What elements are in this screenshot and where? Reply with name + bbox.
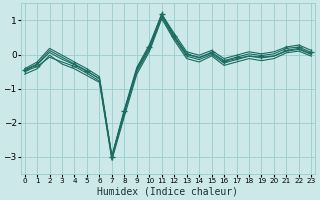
X-axis label: Humidex (Indice chaleur): Humidex (Indice chaleur) — [98, 187, 238, 197]
